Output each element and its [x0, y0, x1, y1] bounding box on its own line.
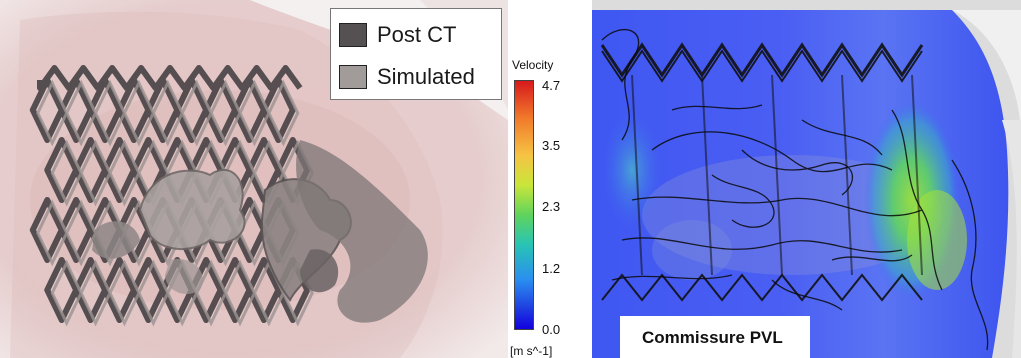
- legend-swatch-simulated: [339, 65, 367, 89]
- colorbar-unit: [m s^-1]: [510, 344, 553, 358]
- velocity-colorbar: Velocity 4.7 3.5 2.3 1.2 0.0 [m s^-1]: [508, 56, 592, 358]
- caption-label: Commissure PVL: [642, 328, 783, 347]
- legend-label-simulated: Simulated: [377, 64, 475, 89]
- colorbar-tick-min: 0.0: [542, 322, 561, 337]
- colorbar-tick-3-5: 3.5: [542, 138, 561, 153]
- stent-render-panel: Post CT Simulated: [0, 0, 508, 358]
- flow-simulation-panel: Commissure PVL: [592, 0, 1021, 358]
- legend-item-post-ct: Post CT: [339, 17, 456, 53]
- legend-label-post-ct: Post CT: [377, 22, 457, 47]
- legend-item-simulated: Simulated: [339, 59, 475, 95]
- legend-swatch-post-ct: [339, 23, 367, 47]
- colorbar-tick-1-2: 1.2: [542, 261, 561, 276]
- colorbar-tick-2-3: 2.3: [542, 199, 561, 214]
- flow-simulation-image: [592, 0, 1021, 358]
- caption-box: Commissure PVL: [620, 316, 810, 358]
- colorbar-tick-max: 4.7: [542, 78, 561, 93]
- colorbar-title: Velocity: [512, 58, 554, 72]
- colorbar-gradient: [514, 80, 534, 330]
- legend: Post CT Simulated: [330, 8, 502, 100]
